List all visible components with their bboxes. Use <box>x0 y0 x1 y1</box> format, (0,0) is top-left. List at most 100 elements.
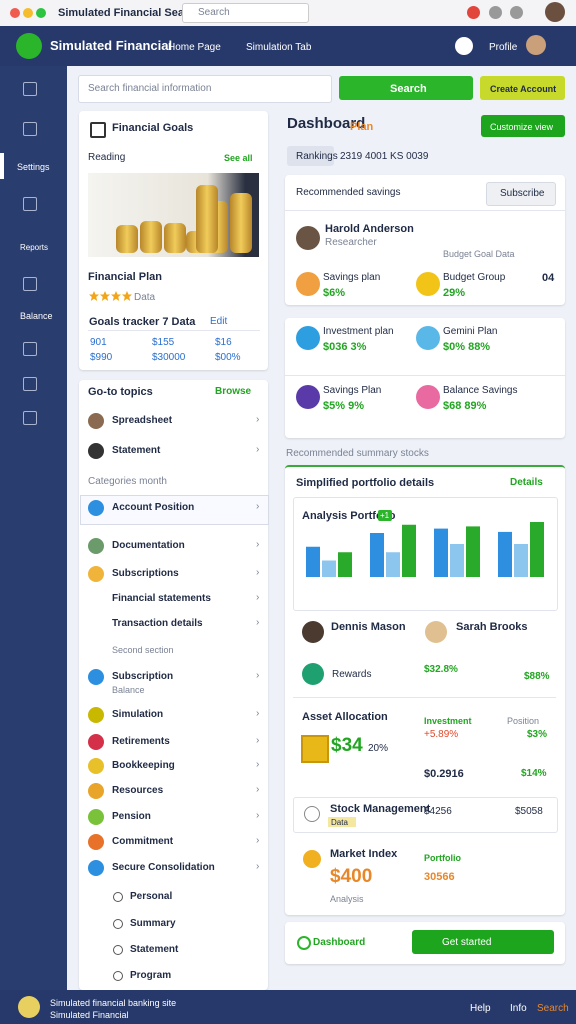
links[interactable]: Help <box>470 1003 491 1014</box>
items[interactable]: Spreadsheet <box>112 415 173 426</box>
subscribe-button[interactable] <box>486 182 556 206</box>
items[interactable]: Resources <box>112 785 164 796</box>
search-input[interactable] <box>78 75 332 103</box>
items[interactable]: Financial statements <box>112 593 211 604</box>
items[interactable]: Statement <box>130 944 179 955</box>
links[interactable]: Search <box>537 1003 569 1014</box>
profile[interactable]: Profile <box>489 42 518 53</box>
items[interactable]: Secure Consolidation <box>112 862 215 873</box>
window-dot <box>10 8 20 18</box>
items[interactable]: Balance <box>112 685 145 695</box>
chevron[interactable]: › <box>256 414 260 425</box>
sidebar[interactable]: Balance <box>20 311 53 321</box>
stats: $30000 <box>152 352 186 363</box>
chevron[interactable]: › <box>256 784 260 795</box>
chevron[interactable]: › <box>256 735 260 746</box>
items[interactable]: Second section <box>112 645 174 655</box>
chevron[interactable]: › <box>256 444 260 455</box>
pct: 20% <box>368 743 389 754</box>
items[interactable]: Categories month <box>88 476 167 487</box>
items[interactable]: Simulation <box>112 709 164 720</box>
icon <box>301 735 329 763</box>
avatar <box>425 621 447 643</box>
chevron[interactable]: › <box>256 810 260 821</box>
sidebar-icon[interactable] <box>23 377 37 391</box>
items[interactable]: Retirements <box>112 736 170 747</box>
button[interactable]: Subscribe <box>500 188 545 199</box>
items[interactable]: Subscriptions <box>112 568 179 579</box>
icon <box>297 936 311 950</box>
chevron[interactable]: › <box>256 617 260 628</box>
footer-link[interactable]: Dashboard <box>313 937 366 948</box>
link[interactable]: See all <box>224 153 253 163</box>
items[interactable]: Bookkeeping <box>112 760 175 771</box>
icon <box>88 566 104 582</box>
customize-button[interactable] <box>481 115 565 137</box>
badge <box>378 510 392 521</box>
avatar <box>545 2 565 22</box>
label: Gemini Plan <box>443 326 498 337</box>
chevron[interactable]: › <box>256 708 260 719</box>
start[interactable]: Get started <box>442 937 492 948</box>
search-button[interactable]: Search <box>390 83 427 95</box>
chevron[interactable]: › <box>256 861 260 872</box>
create-button[interactable] <box>480 76 565 100</box>
title: Asset Allocation <box>302 711 388 723</box>
header-link[interactable]: Browse <box>215 386 252 397</box>
chevron[interactable]: › <box>256 592 260 603</box>
create-button[interactable]: Create Account <box>490 84 557 94</box>
badge <box>328 817 356 827</box>
sidebar-icon[interactable] <box>23 342 37 356</box>
sidebar-icon[interactable] <box>23 411 37 425</box>
value: $6% <box>323 287 346 299</box>
nav[interactable]: Simulation Tab <box>246 42 312 53</box>
line1: Simulated financial banking site <box>50 998 177 1008</box>
items[interactable]: Account Position <box>112 502 195 513</box>
items[interactable]: Pension <box>112 811 151 822</box>
bar <box>466 526 480 577</box>
section-link[interactable]: Edit <box>210 316 228 327</box>
search-button[interactable] <box>339 76 473 100</box>
icon <box>88 707 104 723</box>
sidebar[interactable]: Reports <box>20 243 49 252</box>
sidebar-icon[interactable] <box>23 122 37 136</box>
items[interactable]: Summary <box>130 918 176 929</box>
chevron[interactable]: › <box>256 670 260 681</box>
start-button[interactable] <box>412 930 554 954</box>
icon <box>416 385 440 409</box>
subtitle: Reading <box>88 152 126 163</box>
chevron[interactable]: › <box>256 501 260 512</box>
items[interactable]: Personal <box>130 891 173 902</box>
customize[interactable]: Customize view <box>490 122 554 132</box>
nav[interactable]: Home Page <box>168 42 221 53</box>
label: Budget Group <box>443 272 506 283</box>
search-placeholder[interactable]: Search financial information <box>88 83 212 94</box>
search[interactable]: Search <box>198 7 230 18</box>
sidebar[interactable]: Settings <box>17 162 50 172</box>
links[interactable]: Info <box>510 1003 527 1014</box>
items[interactable]: Statement <box>112 445 161 456</box>
sidebar-icon[interactable] <box>23 277 37 291</box>
link[interactable]: Details <box>510 477 543 488</box>
sidebar-icon[interactable] <box>23 197 37 211</box>
items[interactable]: Program <box>130 970 172 981</box>
items[interactable]: Transaction details <box>112 618 203 629</box>
bar <box>530 522 544 577</box>
coin <box>164 223 186 253</box>
sidebar-icon[interactable] <box>23 82 37 96</box>
items[interactable]: Commitment <box>112 836 174 847</box>
chevron[interactable]: › <box>256 835 260 846</box>
chip[interactable]: Rankings <box>296 151 338 162</box>
bar <box>322 560 336 577</box>
chevron[interactable]: › <box>256 759 260 770</box>
bullet <box>113 945 123 955</box>
chevron[interactable]: › <box>256 539 260 550</box>
chip[interactable] <box>287 146 334 166</box>
items[interactable]: Subscription <box>112 671 174 682</box>
search-field[interactable] <box>182 3 309 23</box>
col: Portfolio <box>424 853 461 863</box>
stats: 901 <box>90 337 107 348</box>
chevron[interactable]: › <box>256 567 260 578</box>
section: Goals tracker 7 Data <box>89 316 196 328</box>
items[interactable]: Documentation <box>112 540 185 551</box>
